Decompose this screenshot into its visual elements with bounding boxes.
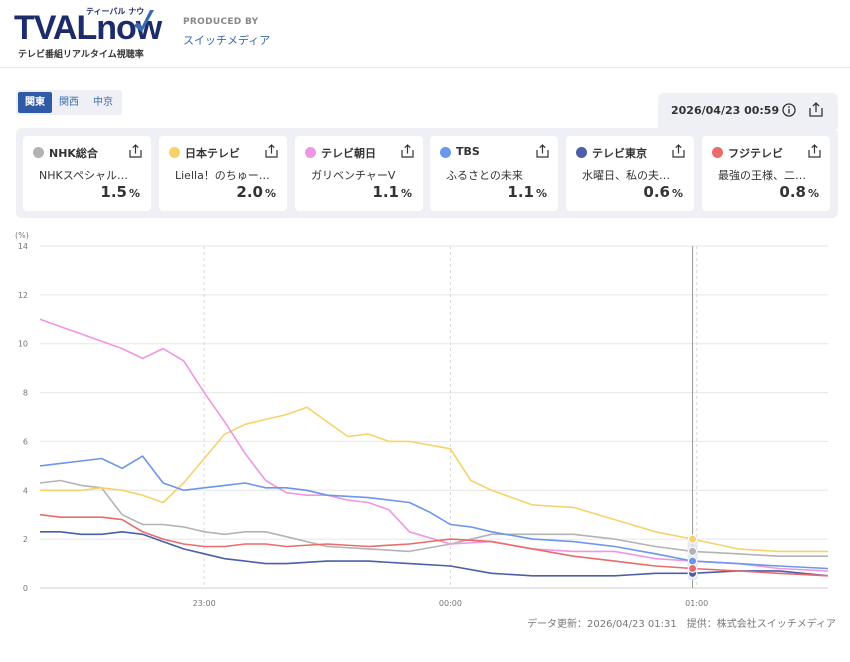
rating-value: 1.1%	[372, 183, 412, 201]
rating-number: 0.6	[643, 183, 670, 201]
rating-value: 0.6%	[643, 183, 683, 201]
y-tick-label: 10	[18, 340, 28, 349]
logo-swoosh-icon	[134, 10, 154, 32]
share-icon[interactable]	[401, 144, 414, 158]
footer-credit: データ更新：2026/04/23 01:31 提供：株式会社スイッチメディア	[527, 619, 836, 630]
channel-card[interactable]: 日本テレビ Liella！のちゅー… 2.0%	[159, 136, 287, 211]
channel-card[interactable]: テレビ朝日ガリベンチャーV 1.1%	[295, 136, 423, 211]
program-title: Liella！のちゅー…	[175, 169, 270, 182]
cursor-point	[688, 556, 698, 566]
rating-unit: %	[807, 187, 819, 200]
channel-name: フジテレビ	[728, 147, 783, 160]
channel-color-dot	[33, 147, 44, 158]
series-line	[39, 479, 828, 558]
x-tick-label: 01:00	[685, 599, 708, 608]
datetime-box	[658, 93, 838, 129]
y-tick-label: 0	[23, 584, 28, 593]
region-tabs: 関東 関西 中京	[16, 90, 122, 115]
rating-unit: %	[535, 187, 547, 200]
program-title: 水曜日、私の夫…	[582, 169, 670, 182]
program-title: NHKスペシャル…	[39, 169, 128, 182]
y-tick-label: 4	[23, 486, 28, 495]
series-line	[39, 513, 829, 577]
channel-card[interactable]: テレビ東京水曜日、私の夫… 0.6%	[566, 136, 694, 211]
y-tick-label: 6	[23, 437, 28, 446]
channel-color-dot	[576, 147, 587, 158]
rating-number: 0.8	[779, 183, 806, 201]
series-line	[40, 406, 828, 553]
channel-name: NHK総合	[49, 147, 98, 160]
y-tick-label: 12	[18, 291, 28, 300]
series-line	[39, 455, 829, 570]
app-header: TVALnow ティーバル ナウ テレビ番組リアルタイム視聴率 PRODUCED…	[0, 0, 850, 68]
program-title: ふるさとの未来	[446, 169, 523, 182]
logo-text: TVAL	[14, 9, 97, 47]
rating-value: 2.0%	[236, 183, 276, 201]
logo-now: now	[96, 9, 162, 47]
channel-card[interactable]: TBS ふるさとの未来 1.1%	[430, 136, 558, 211]
share-icon[interactable]	[672, 144, 685, 158]
share-icon[interactable]	[129, 144, 142, 158]
info-icon[interactable]	[782, 103, 796, 117]
program-title: 最強の王様、二…	[718, 169, 806, 182]
current-datetime: 2026/04/23 00:59	[671, 104, 780, 117]
ratings-line-chart: (%) 0 2 4 6 8 10 12 14 23:00 00:00 01:00	[15, 231, 829, 608]
rating-value: 1.1%	[507, 183, 547, 201]
series-line	[40, 530, 829, 577]
y-tick-label: 8	[23, 389, 28, 398]
channel-name: TBS	[456, 145, 480, 158]
y-axis-label: (%)	[15, 231, 29, 240]
rating-number: 1.1	[372, 183, 399, 201]
logo-subtitle: テレビ番組リアルタイム視聴率	[18, 50, 144, 60]
share-icon[interactable]	[536, 144, 549, 158]
logo-wordmark: TVALnow	[14, 9, 162, 47]
channel-name: 日本テレビ	[185, 147, 240, 160]
x-tick-label: 23:00	[193, 599, 216, 608]
cursor-point	[688, 534, 698, 544]
rating-number: 1.1	[507, 183, 534, 201]
rating-value: 0.8%	[779, 183, 819, 201]
rating-unit: %	[671, 187, 683, 200]
y-tick-label: 14	[18, 242, 28, 251]
x-tick-label: 00:00	[439, 599, 462, 608]
channel-card[interactable]: NHK総合 NHKスペシャル… 1.5%	[23, 136, 151, 211]
tab-kanto[interactable]: 関東	[18, 92, 52, 113]
tab-kansai[interactable]: 関西	[59, 97, 79, 108]
share-icon[interactable]	[808, 144, 821, 158]
channel-color-dot	[169, 147, 180, 158]
share-icon[interactable]	[809, 102, 823, 117]
rating-number: 2.0	[236, 183, 263, 201]
channel-name: テレビ東京	[592, 147, 647, 160]
produced-by-label: PRODUCED BY	[183, 17, 259, 27]
rating-value: 1.5%	[100, 183, 140, 201]
y-tick-label: 2	[23, 535, 28, 544]
tvalnow-logo[interactable]: TVALnow ティーバル ナウ テレビ番組リアルタイム視聴率	[14, 6, 164, 62]
cursor-point	[688, 546, 698, 556]
channel-color-dot	[440, 147, 451, 158]
channel-color-dot	[305, 147, 316, 158]
producer-link[interactable]: スイッチメディア	[183, 34, 271, 47]
channel-color-dot	[712, 147, 723, 158]
cursor-point	[688, 563, 698, 573]
logo-kana: ティーバル ナウ	[86, 7, 145, 16]
program-title: ガリベンチャーV	[311, 169, 396, 182]
rating-unit: %	[128, 187, 140, 200]
share-icon[interactable]	[265, 144, 278, 158]
tab-chukyo[interactable]: 中京	[93, 97, 113, 108]
channel-name: テレビ朝日	[321, 147, 376, 160]
rating-unit: %	[400, 187, 412, 200]
rating-unit: %	[264, 187, 276, 200]
rating-number: 1.5	[100, 183, 127, 201]
channel-card[interactable]: フジテレビ最強の王様、二… 0.8%	[702, 136, 830, 211]
channel-panel	[16, 128, 838, 218]
